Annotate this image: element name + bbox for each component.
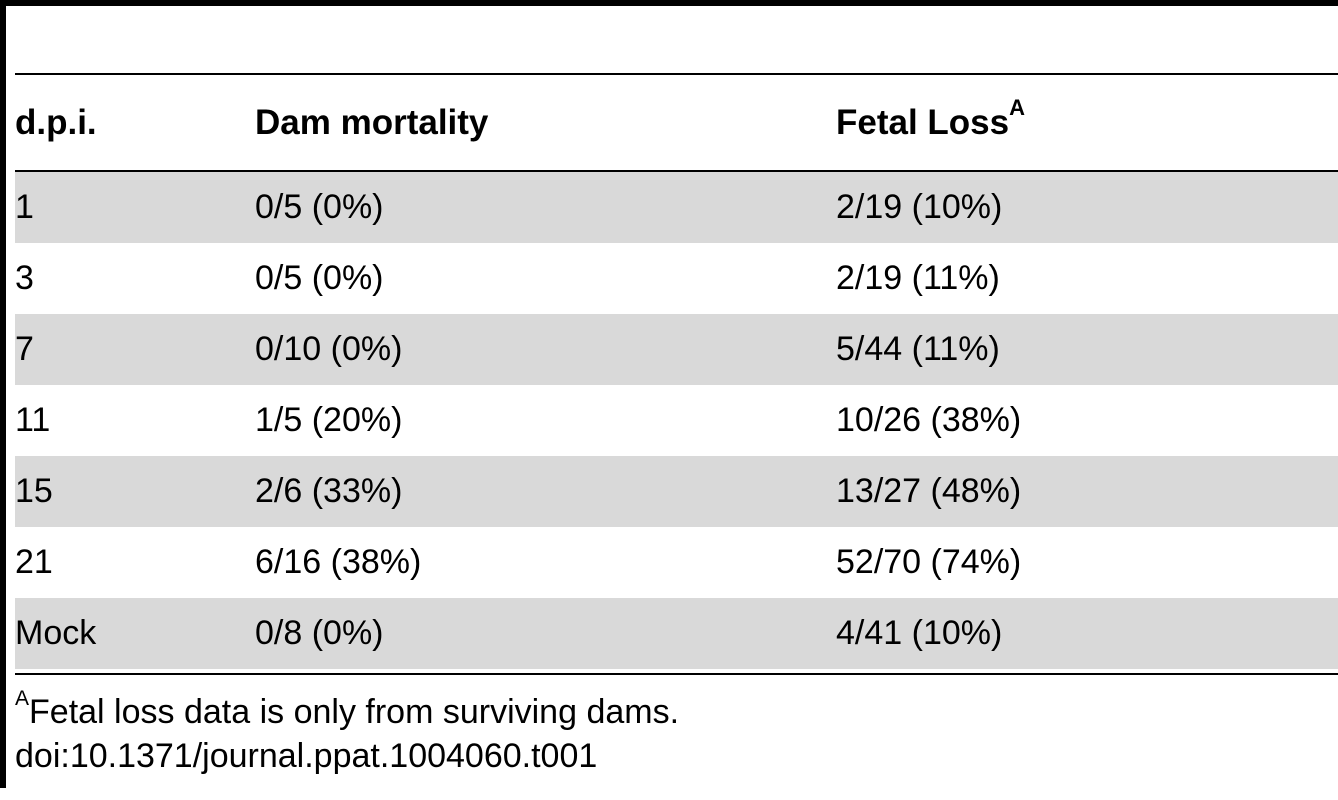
table-bottom-rule <box>15 673 1338 675</box>
table-top-rule <box>0 0 1338 6</box>
footnote-doi: doi:10.1371/journal.ppat.1004060.t001 <box>15 737 598 775</box>
cell-dpi: 3 <box>15 259 34 297</box>
footnote-marker: A <box>15 687 30 710</box>
cell-dpi: 15 <box>15 472 53 510</box>
header-dam-mortality: Dam mortality <box>255 103 489 142</box>
cell-dam-mortality: 2/6 (33%) <box>255 472 403 510</box>
cell-fetal-loss: 10/26 (38%) <box>836 401 1022 439</box>
table-row: 1 0/5 (0%) 2/19 (10%) <box>15 172 1338 243</box>
footnote-text: Fetal loss data is only from surviving d… <box>29 693 680 731</box>
cell-fetal-loss: 2/19 (11%) <box>836 259 1000 297</box>
header-bottom-rule <box>15 170 1338 172</box>
cell-fetal-loss: 5/44 (11%) <box>836 330 1000 368</box>
table-row: 11 1/5 (20%) 10/26 (38%) <box>15 385 1338 456</box>
cell-fetal-loss: 52/70 (74%) <box>836 543 1022 581</box>
table-header-row: d.p.i. Dam mortality Fetal LossA <box>15 75 1338 170</box>
table-row: 21 6/16 (38%) 52/70 (74%) <box>15 527 1338 598</box>
cell-dam-mortality: 0/8 (0%) <box>255 614 384 652</box>
page-left-rule <box>0 0 6 788</box>
cell-fetal-loss: 2/19 (10%) <box>836 188 1003 226</box>
table-footnote: AFetal loss data is only from surviving … <box>15 687 1315 778</box>
cell-dpi: 7 <box>15 330 34 368</box>
cell-dpi: 1 <box>15 188 34 226</box>
footnote-text-line: AFetal loss data is only from surviving … <box>15 687 1315 734</box>
cell-dam-mortality: 0/10 (0%) <box>255 330 403 368</box>
cell-fetal-loss: 13/27 (48%) <box>836 472 1022 510</box>
header-fetal-loss-footnote-marker: A <box>1009 95 1025 120</box>
cell-dpi: 11 <box>15 401 51 439</box>
table-body: 1 0/5 (0%) 2/19 (10%) 3 0/5 (0%) 2/19 (1… <box>15 172 1338 669</box>
cell-dam-mortality: 0/5 (0%) <box>255 188 384 226</box>
table-row: 7 0/10 (0%) 5/44 (11%) <box>15 314 1338 385</box>
table-row: 3 0/5 (0%) 2/19 (11%) <box>15 243 1338 314</box>
cell-dpi: Mock <box>15 614 97 652</box>
header-dpi: d.p.i. <box>15 103 97 142</box>
table-row: Mock 0/8 (0%) 4/41 (10%) <box>15 598 1338 669</box>
header-fetal-loss: Fetal LossA <box>836 95 1025 143</box>
cell-fetal-loss: 4/41 (10%) <box>836 614 1003 652</box>
cell-dam-mortality: 1/5 (20%) <box>255 401 403 439</box>
cell-dpi: 21 <box>15 543 53 581</box>
cell-dam-mortality: 0/5 (0%) <box>255 259 384 297</box>
table-row: 15 2/6 (33%) 13/27 (48%) <box>15 456 1338 527</box>
header-top-rule <box>15 73 1338 75</box>
cell-dam-mortality: 6/16 (38%) <box>255 543 422 581</box>
